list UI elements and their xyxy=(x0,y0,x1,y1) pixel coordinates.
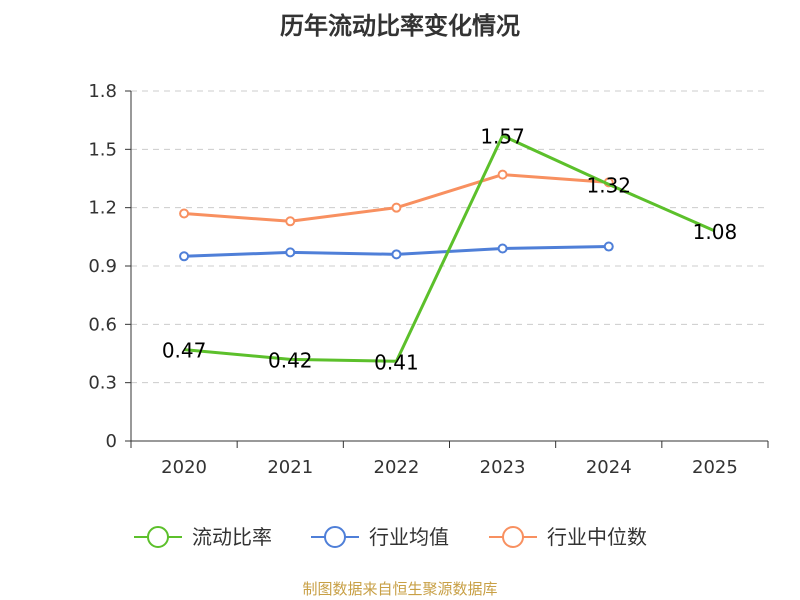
data-point xyxy=(179,251,190,262)
y-tick-label: 1.2 xyxy=(88,198,117,219)
legend: 流动比率 行业均值 行业中位数 xyxy=(134,525,647,549)
series-line-2 xyxy=(183,173,609,223)
y-tick-label: 0.6 xyxy=(88,314,117,335)
legend-item: 行业中位数 xyxy=(489,525,647,549)
data-labels: 0.47 0.42 0.41 1.57 1.32 1.08 xyxy=(162,125,737,375)
legend-item: 行业均值 xyxy=(311,525,449,549)
data-label: 0.42 xyxy=(268,348,313,372)
data-label: 0.47 xyxy=(162,339,207,363)
data-point xyxy=(285,247,296,258)
legend-marker xyxy=(502,526,524,548)
x-tick-label: 2023 xyxy=(480,457,526,478)
y-tick-label: 0 xyxy=(106,431,117,452)
data-label: 0.41 xyxy=(374,350,419,374)
data-point xyxy=(179,208,190,219)
data-source-note: 制图数据来自恒生聚源数据库 xyxy=(302,580,498,598)
data-label: 1.32 xyxy=(586,173,631,197)
grid-lines xyxy=(131,90,768,384)
data-label: 1.57 xyxy=(480,125,525,149)
series-line-0 xyxy=(183,134,716,363)
legend-label: 行业中位数 xyxy=(547,525,647,549)
legend-label: 行业均值 xyxy=(369,525,449,549)
y-tick-label: 1.8 xyxy=(88,81,117,102)
axes: 0 0.3 0.6 0.9 1.2 1.5 1.8 2020 2021 2022 2023 2024 2… xyxy=(88,81,769,478)
data-point xyxy=(497,169,508,180)
legend-marker xyxy=(324,526,346,548)
y-tick-label: 1.5 xyxy=(88,139,117,160)
data-point xyxy=(391,249,402,260)
series-layer xyxy=(179,134,716,363)
data-point xyxy=(603,241,614,252)
x-tick-label: 2020 xyxy=(161,457,207,478)
legend-marker xyxy=(147,526,169,548)
y-tick-label: 0.3 xyxy=(88,373,117,394)
data-label: 1.08 xyxy=(693,220,738,244)
legend-item: 流动比率 xyxy=(134,525,272,549)
chart-title: 历年流动比率变化情况 xyxy=(280,12,520,40)
y-tick-label: 0.9 xyxy=(88,256,117,277)
legend-label: 流动比率 xyxy=(192,525,272,549)
x-tick-label: 2025 xyxy=(692,457,738,478)
data-point xyxy=(391,202,402,213)
x-tick-label: 2024 xyxy=(586,457,632,478)
data-point xyxy=(497,243,508,254)
x-tick-label: 2022 xyxy=(374,457,420,478)
x-tick-label: 2021 xyxy=(267,457,313,478)
data-point xyxy=(285,216,296,227)
